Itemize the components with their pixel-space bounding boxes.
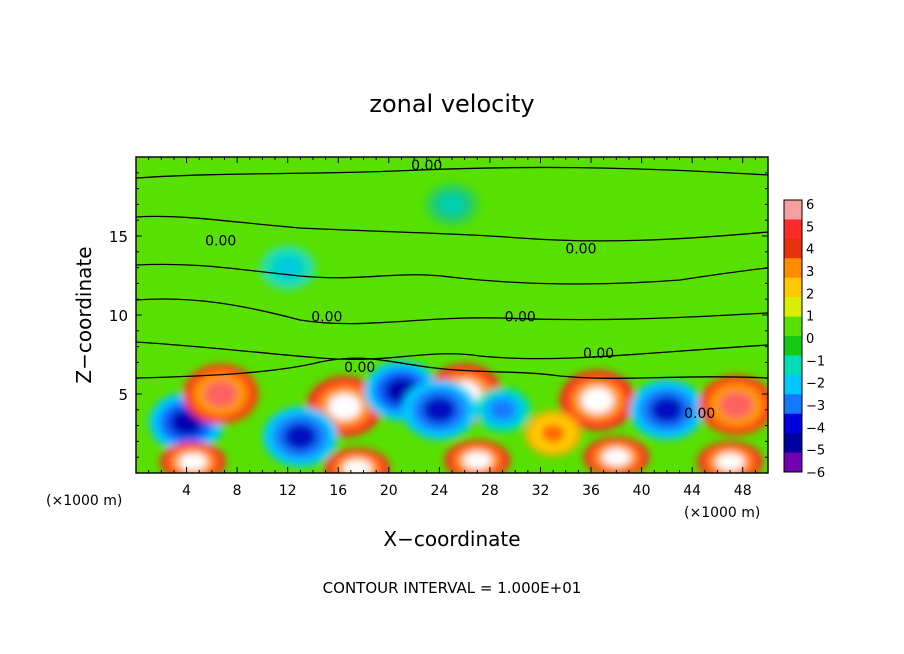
field-core <box>283 423 317 450</box>
colorbar-label: 6 <box>806 198 814 213</box>
colorbar-frame <box>783 199 803 473</box>
colorbar: 6 5 4 3 2 1 0 −1 −2 −3 −4 −5 −6 <box>783 198 825 481</box>
x-tick-label: 40 <box>633 483 651 499</box>
colorbar-swatch <box>784 433 802 454</box>
contour-labels: 0.00 0.00 0.00 0.00 0.00 0.00 0.00 0.00 <box>205 158 715 422</box>
x-axis-label: X−coordinate <box>383 527 520 551</box>
field-core <box>328 393 362 420</box>
field-core <box>178 453 208 471</box>
y-axis-label: Z−coordinate <box>72 246 96 383</box>
colorbar-swatch <box>784 297 802 318</box>
field-core <box>715 453 745 471</box>
colorbar-swatch <box>784 200 802 220</box>
colorbar-swatch <box>784 277 802 298</box>
x-tick-label: 44 <box>683 483 701 499</box>
x-tick-label: 28 <box>481 483 499 499</box>
field-core <box>580 387 614 414</box>
x-axis-ticks: 4 8 12 16 20 24 28 32 36 40 44 48 <box>148 157 756 499</box>
colorbar-swatch <box>784 413 802 434</box>
field-core <box>439 194 465 215</box>
field-core <box>490 399 515 420</box>
field-core <box>602 448 631 467</box>
contour-lines <box>136 166 768 379</box>
contour-line <box>136 357 768 379</box>
colorbar-swatch <box>784 452 802 473</box>
colorbar-label: 4 <box>806 243 814 258</box>
field-core <box>719 391 753 419</box>
x-tick-label: 20 <box>380 483 398 499</box>
contour-label: 0.00 <box>205 234 236 250</box>
colorbar-label: −5 <box>806 444 825 459</box>
x-tick-label: 4 <box>182 483 191 499</box>
colorbar-label: 0 <box>806 332 814 347</box>
x-tick-label: 48 <box>734 483 752 499</box>
colorbar-swatch <box>784 374 802 395</box>
colorbar-label: −4 <box>806 421 825 436</box>
field-core <box>170 409 204 436</box>
y-tick-label: 10 <box>109 307 128 325</box>
colorbar-label: 2 <box>806 287 814 302</box>
x-tick-label: 12 <box>279 483 297 499</box>
colorbar-label: 3 <box>806 265 814 280</box>
colorbar-label: 5 <box>806 220 814 235</box>
field-core <box>204 380 238 408</box>
x-tick-label: 32 <box>532 483 550 499</box>
field-core <box>275 257 301 278</box>
colorbar-swatch <box>784 316 802 337</box>
field-core <box>650 396 684 423</box>
contour-interval-note: CONTOUR INTERVAL = 1.000E+01 <box>323 579 582 597</box>
contour-line <box>136 263 768 285</box>
x-tick-label: 16 <box>329 483 347 499</box>
colorbar-swatch <box>784 219 802 240</box>
contour-label: 0.00 <box>344 360 375 376</box>
colorbar-swatch <box>784 336 802 356</box>
y-tick-label: 15 <box>109 228 128 246</box>
field-core <box>342 459 372 473</box>
colorbar-swatch <box>784 258 802 279</box>
x-tick-label: 8 <box>233 483 242 499</box>
field-core <box>422 396 456 423</box>
colorbar-label: −2 <box>806 377 825 392</box>
x-unit-left: (×1000 m) <box>46 493 122 509</box>
contour-line <box>136 298 768 325</box>
colorbar-label: −3 <box>806 399 825 414</box>
colorbar-swatch <box>784 355 802 376</box>
chart-title: zonal velocity <box>369 90 534 118</box>
field-core <box>540 423 566 444</box>
contour-label: 0.00 <box>505 310 536 326</box>
x-tick-label: 36 <box>582 483 600 499</box>
y-tick-label: 5 <box>118 386 128 404</box>
field-core <box>462 451 492 470</box>
contour-label: 0.00 <box>311 310 342 326</box>
colorbar-swatch <box>784 238 802 259</box>
y-axis-ticks: 5 10 15 <box>109 172 768 458</box>
colorbar-label: −1 <box>806 354 825 369</box>
contour-label: 0.00 <box>583 346 614 362</box>
contour-line <box>136 166 768 179</box>
colorbar-swatch <box>784 394 802 415</box>
contour-line <box>136 341 768 361</box>
contour-label: 0.00 <box>684 406 715 422</box>
contour-label: 0.00 <box>411 158 442 174</box>
x-tick-label: 24 <box>430 483 448 499</box>
colorbar-label: 1 <box>806 310 814 325</box>
contour-label: 0.00 <box>565 242 596 258</box>
colorbar-label: −6 <box>806 466 825 481</box>
contour-line <box>136 215 768 242</box>
x-unit-right: (×1000 m) <box>684 505 760 521</box>
velocity-field <box>149 181 768 473</box>
